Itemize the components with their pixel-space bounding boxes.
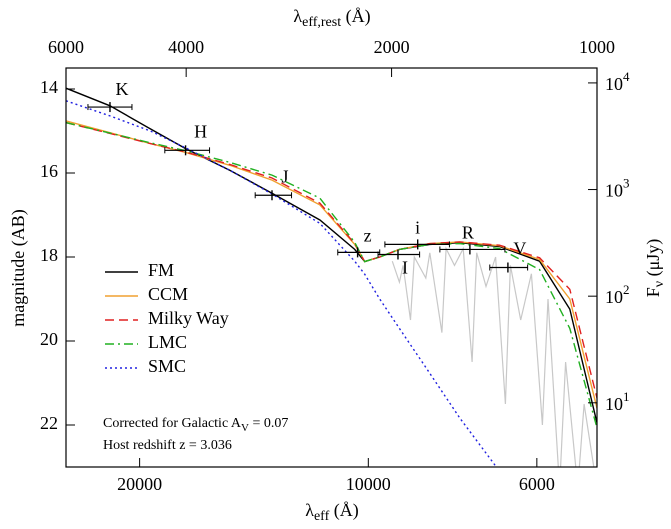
- point-label: J: [281, 166, 288, 186]
- y2-tick-label: 102: [605, 282, 630, 307]
- y2-tick-label: 103: [605, 176, 630, 201]
- model-line: [66, 121, 597, 429]
- y2-tick-label: 101: [605, 389, 630, 414]
- x-tick-label: 6000: [519, 474, 555, 494]
- label-part: (Å): [329, 500, 359, 521]
- y-tick-label: 16: [40, 161, 58, 181]
- y2-tick-exp: 4: [623, 69, 630, 84]
- point-label: I: [402, 258, 408, 278]
- y2-tick-label: 104: [605, 69, 630, 94]
- point-label: H: [194, 121, 207, 141]
- y-tick-label: 18: [40, 245, 58, 265]
- label-part: (Å): [341, 6, 371, 27]
- annotation-part: = 0.07: [249, 416, 288, 431]
- point-label: R: [462, 223, 474, 243]
- top-tick-label: 6000: [48, 37, 84, 57]
- top-tick-label: 4000: [168, 37, 204, 57]
- annotation: Corrected for Galactic AV = 0.07: [103, 416, 288, 433]
- y2-tick-base: 10: [605, 394, 623, 414]
- annotation: Host redshift z = 3.036: [103, 438, 232, 453]
- model-line: [66, 121, 597, 399]
- label-sub: eff: [314, 509, 330, 524]
- y2-axis-label: Fν (μJy): [643, 239, 667, 298]
- top-tick-label: 2000: [374, 37, 410, 57]
- y2-tick-exp: 2: [623, 282, 630, 297]
- y2-tick-base: 10: [605, 181, 623, 201]
- y2-tick-base: 10: [605, 74, 623, 94]
- label-part: F: [643, 287, 663, 297]
- x-tick-label: 20000: [117, 474, 162, 494]
- legend-label: Milky Way: [148, 308, 229, 328]
- y-tick-label: 14: [40, 77, 58, 97]
- x-axis-label: λeff (Å): [305, 500, 359, 524]
- y-axis-label: magnitude (AB): [8, 209, 29, 326]
- point-label: z: [364, 226, 372, 246]
- label-sub: ν: [652, 281, 667, 287]
- point-label: V: [513, 239, 526, 259]
- legend-label: FM: [148, 260, 174, 280]
- top-tick-label: 1000: [579, 37, 615, 57]
- y2-tick-exp: 1: [623, 389, 630, 404]
- model-line: [66, 120, 597, 409]
- legend-label: LMC: [148, 332, 187, 352]
- label-sub: eff,rest: [302, 15, 341, 30]
- label-part: (μJy): [643, 239, 664, 281]
- model-line: [66, 100, 498, 467]
- spectrum: [391, 246, 595, 467]
- x-tick-label: 10000: [346, 474, 391, 494]
- plot-frame: [65, 67, 598, 468]
- annotation-part: Corrected for Galactic A: [103, 416, 242, 431]
- annotation-sub: V: [241, 422, 249, 434]
- point-label: i: [415, 218, 420, 238]
- top-axis-label: λeff,rest (Å): [293, 6, 370, 30]
- label-part: λ: [293, 6, 302, 26]
- label-part: λ: [305, 500, 314, 520]
- y2-tick-base: 10: [605, 287, 623, 307]
- point-label: K: [115, 79, 128, 99]
- y-tick-label: 22: [40, 413, 58, 433]
- plot-area: [66, 87, 597, 467]
- legend-label: SMC: [148, 356, 186, 376]
- legend-label: CCM: [148, 284, 188, 304]
- y2-tick-exp: 3: [623, 176, 630, 191]
- y-tick-label: 20: [40, 329, 58, 349]
